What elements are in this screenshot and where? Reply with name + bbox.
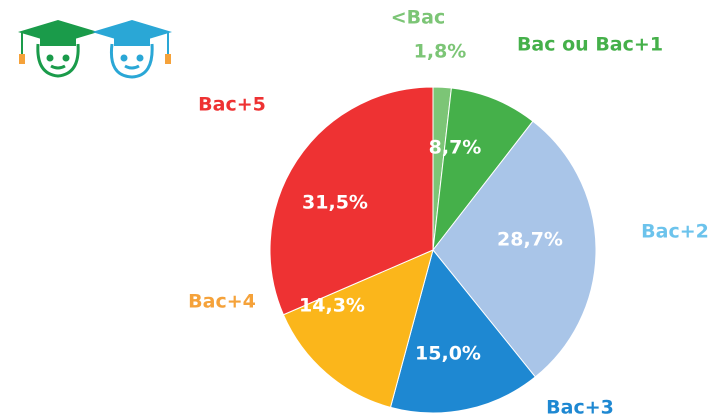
- value-label: 8,7%: [429, 137, 482, 159]
- pie-slice: [282, 249, 434, 408]
- value-label: 28,7%: [497, 229, 563, 251]
- category-label: Bac+2: [641, 221, 709, 243]
- value-label: 1,8%: [414, 41, 467, 63]
- value-label: 14,3%: [299, 295, 365, 317]
- category-label: Bac+4: [188, 291, 256, 313]
- pie-slice: [432, 87, 534, 252]
- pie-slice: [269, 86, 434, 316]
- value-label: 31,5%: [302, 192, 368, 214]
- pie-slice: [389, 248, 537, 414]
- pie-slice: [432, 120, 597, 378]
- category-label: Bac+5: [198, 94, 266, 116]
- category-label: <Bac: [391, 7, 446, 29]
- value-label: 15,0%: [415, 343, 481, 365]
- category-label: Bac+3: [546, 397, 614, 419]
- category-label: Bac ou Bac+1: [517, 34, 663, 56]
- graduate-icons: [18, 20, 172, 79]
